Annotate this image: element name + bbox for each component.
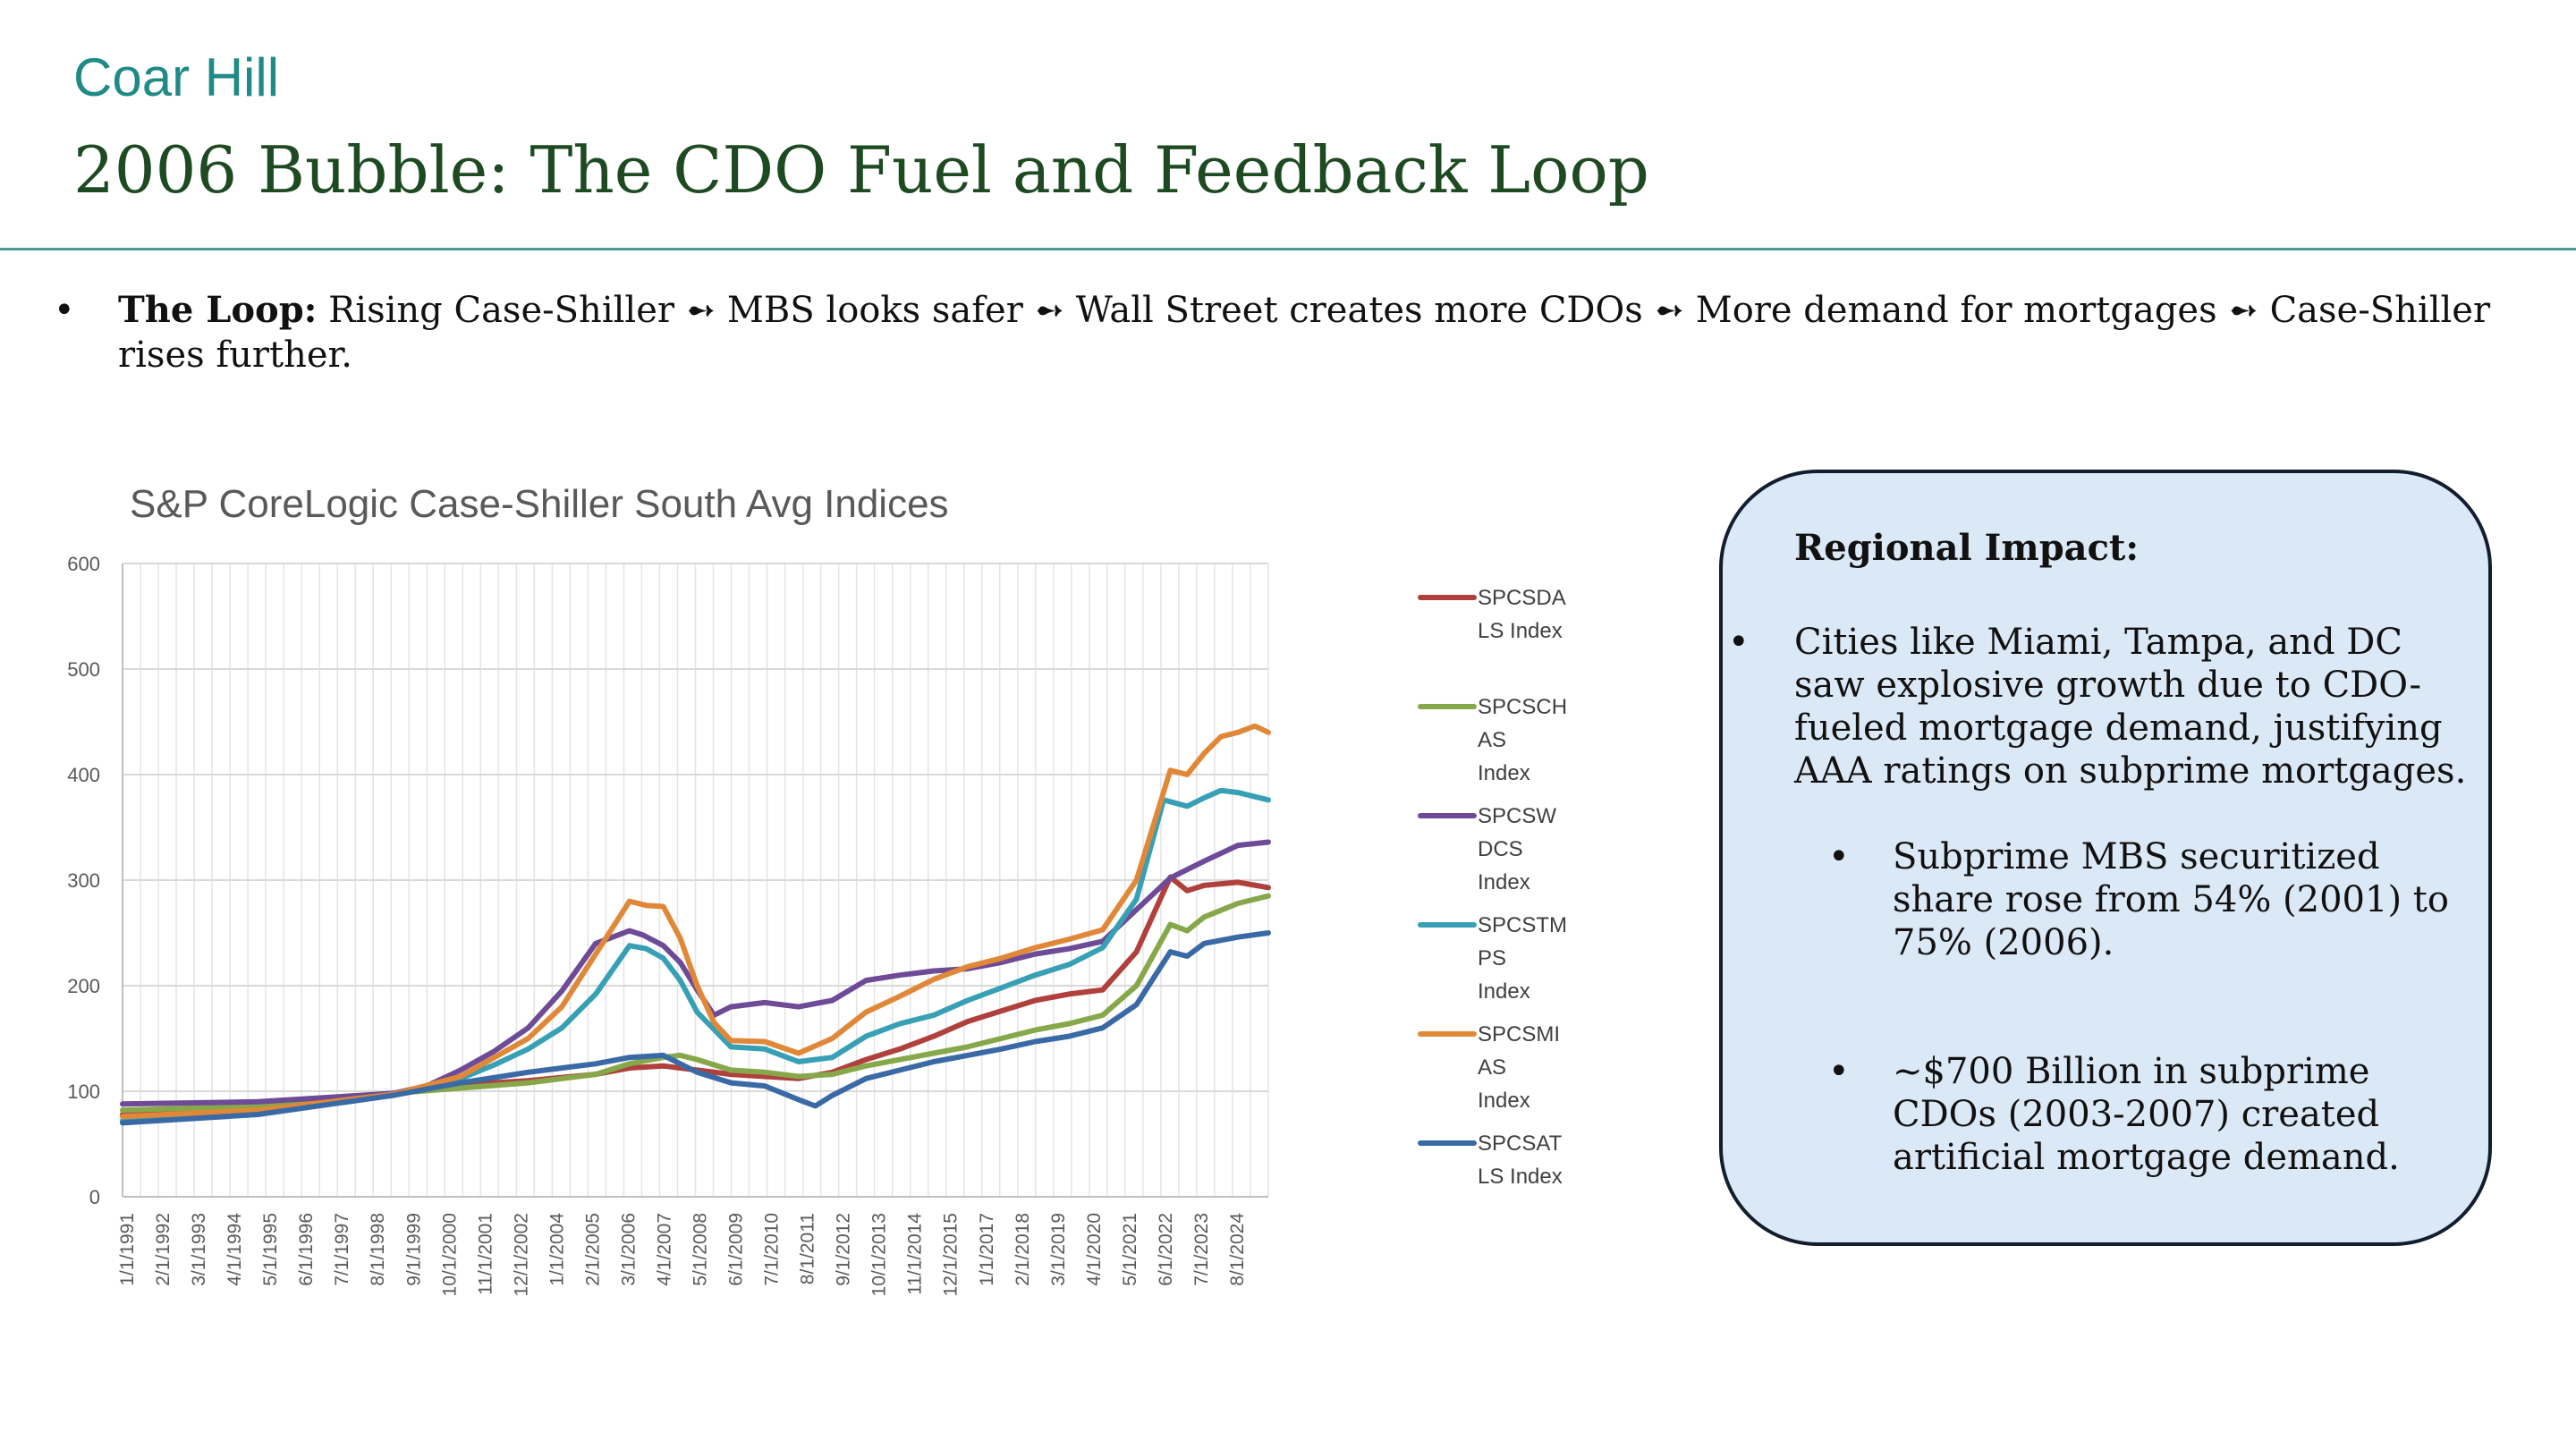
brand-name: Coar Hill bbox=[73, 47, 280, 107]
x-tick-label: 5/1/2008 bbox=[691, 1213, 711, 1286]
x-tick-label: 7/1/1997 bbox=[332, 1213, 352, 1286]
horizontal-gridlines bbox=[122, 563, 1268, 1198]
x-tick-label: 2/1/2018 bbox=[1013, 1213, 1033, 1286]
x-tick-label: 12/1/2015 bbox=[941, 1213, 962, 1296]
chart-legend: SPCSDA LS Index SPCSCH AS Index SPCSW DCS Index… bbox=[1418, 586, 1567, 1189]
x-tick-label: 2/1/1992 bbox=[153, 1213, 174, 1286]
x-tick-label: 11/1/2001 bbox=[475, 1213, 496, 1295]
legend-item-spcsdals: SPCSDA LS Index bbox=[1418, 586, 1566, 643]
legend-label: SPCSCH bbox=[1478, 695, 1567, 719]
y-tick-label: 300 bbox=[67, 869, 100, 892]
impact-bullet-text: ~$700 Billion in subprime CDOs (2003-200… bbox=[1893, 1051, 2400, 1178]
legend-label: AS bbox=[1478, 1055, 1506, 1080]
y-tick-label: 400 bbox=[67, 764, 100, 786]
x-tick-label: 3/1/1993 bbox=[189, 1213, 209, 1286]
bullet-marker: • bbox=[54, 290, 75, 331]
x-tick-label: 7/1/2010 bbox=[762, 1213, 783, 1286]
x-tick-label: 8/1/1998 bbox=[368, 1213, 388, 1286]
legend-label: PS bbox=[1478, 946, 1506, 970]
legend-label: Index bbox=[1478, 761, 1530, 785]
x-tick-label: 10/1/2000 bbox=[439, 1213, 460, 1296]
title-divider bbox=[0, 248, 2576, 250]
regional-impact-box: Regional Impact: • Cities like Miami, Ta… bbox=[1719, 470, 2492, 1246]
loop-bullet: • The Loop: Rising Case-Shiller ➻ MBS lo… bbox=[54, 288, 2522, 377]
legend-item-spcsmias: SPCSMI AS Index bbox=[1418, 1022, 1560, 1113]
loop-body: Rising Case-Shiller ➻ MBS looks safer ➻ … bbox=[118, 290, 2491, 376]
x-axis-tick-labels: 1/1/1991 2/1/1992 3/1/1993 4/1/1994 5/1/1995… bbox=[117, 1213, 1248, 1297]
legend-label: AS bbox=[1478, 728, 1506, 752]
impact-bullet-subprime-share: • Subprime MBS securitized share rose fr… bbox=[1828, 835, 2465, 964]
legend-label: SPCSW bbox=[1478, 804, 1556, 828]
impact-bullet-cdo-volume: • ~$700 Billion in subprime CDOs (2003-2… bbox=[1828, 1050, 2465, 1179]
x-tick-label: 12/1/2002 bbox=[511, 1213, 531, 1296]
bullet-marker: • bbox=[1828, 836, 1850, 877]
x-tick-label: 5/1/2021 bbox=[1120, 1213, 1140, 1286]
series-line-spcswdcs bbox=[120, 839, 1271, 1107]
legend-item-spcswdcs: SPCSW DCS Index bbox=[1418, 804, 1556, 894]
bullet-marker: • bbox=[1828, 1051, 1850, 1092]
x-tick-label: 1/1/2017 bbox=[977, 1213, 997, 1286]
loop-text: The Loop: Rising Case-Shiller ➻ MBS look… bbox=[118, 288, 2522, 377]
legend-item-spcsatls: SPCSAT LS Index bbox=[1418, 1131, 1563, 1189]
y-tick-label: 200 bbox=[67, 975, 100, 997]
impact-heading: Regional Impact: bbox=[1794, 527, 2140, 569]
x-tick-label: 5/1/1995 bbox=[260, 1213, 281, 1286]
x-tick-label: 1/1/2004 bbox=[547, 1213, 567, 1286]
y-tick-label: 600 bbox=[67, 553, 100, 575]
loop-label: The Loop: bbox=[118, 289, 318, 331]
x-tick-label: 8/1/2024 bbox=[1227, 1213, 1248, 1286]
impact-bullet-text: Subprime MBS securitized share rose from… bbox=[1893, 836, 2449, 963]
case-shiller-chart: S&P CoreLogic Case-Shiller South Avg Ind… bbox=[67, 482, 1567, 1297]
x-tick-label: 9/1/1999 bbox=[403, 1213, 424, 1286]
legend-label: Index bbox=[1478, 1089, 1530, 1113]
x-tick-label: 2/1/2005 bbox=[582, 1213, 603, 1286]
y-tick-label: 500 bbox=[67, 658, 100, 681]
x-tick-label: 4/1/2007 bbox=[654, 1213, 674, 1286]
y-tick-label: 0 bbox=[89, 1186, 100, 1208]
y-axis-tick-labels: 0 100 200 300 400 500 600 bbox=[67, 553, 100, 1208]
legend-item-spcstmps: SPCSTM PS Index bbox=[1418, 913, 1567, 1004]
legend-label: SPCSAT bbox=[1478, 1131, 1563, 1156]
x-tick-label: 8/1/2011 bbox=[798, 1213, 818, 1284]
x-tick-label: 3/1/2019 bbox=[1048, 1213, 1069, 1286]
series-lines bbox=[120, 723, 1271, 1126]
legend-label: Index bbox=[1478, 870, 1530, 894]
series-line-spcschas bbox=[120, 893, 1271, 1114]
y-tick-label: 100 bbox=[67, 1080, 100, 1103]
legend-label: SPCSMI bbox=[1478, 1022, 1560, 1046]
x-tick-label: 6/1/1996 bbox=[296, 1213, 317, 1286]
legend-item-spcschas: SPCSCH AS Index bbox=[1418, 695, 1567, 785]
series-line-spcstmps bbox=[120, 787, 1271, 1123]
legend-label: SPCSTM bbox=[1478, 913, 1567, 937]
chart-title: S&P CoreLogic Case-Shiller South Avg Ind… bbox=[130, 482, 949, 526]
series-line-spcsatls bbox=[120, 930, 1271, 1126]
x-tick-label: 7/1/2023 bbox=[1191, 1213, 1212, 1286]
legend-label: SPCSDA bbox=[1478, 586, 1566, 610]
legend-label: LS Index bbox=[1478, 1165, 1563, 1189]
x-tick-label: 6/1/2022 bbox=[1156, 1213, 1176, 1286]
x-tick-label: 6/1/2009 bbox=[726, 1213, 747, 1286]
x-tick-label: 1/1/1991 bbox=[117, 1213, 138, 1286]
x-tick-label: 11/1/2014 bbox=[905, 1213, 926, 1295]
x-tick-label: 4/1/2020 bbox=[1084, 1213, 1105, 1286]
legend-label: DCS bbox=[1478, 837, 1523, 861]
series-line-spcsmias bbox=[120, 723, 1271, 1120]
x-tick-label: 3/1/2006 bbox=[618, 1213, 639, 1286]
legend-label: LS Index bbox=[1478, 619, 1563, 643]
x-tick-label: 9/1/2012 bbox=[834, 1213, 854, 1286]
impact-bullet-text: Cities like Miami, Tampa, and DC saw exp… bbox=[1794, 622, 2467, 792]
bullet-marker: • bbox=[1728, 622, 1750, 663]
slide-title: 2006 Bubble: The CDO Fuel and Feedback L… bbox=[73, 132, 1649, 208]
impact-bullet-cities: • Cities like Miami, Tampa, and DC saw e… bbox=[1728, 621, 2483, 792]
x-tick-label: 4/1/1994 bbox=[225, 1213, 245, 1286]
legend-label: Index bbox=[1478, 979, 1530, 1004]
x-tick-label: 10/1/2013 bbox=[869, 1213, 890, 1296]
